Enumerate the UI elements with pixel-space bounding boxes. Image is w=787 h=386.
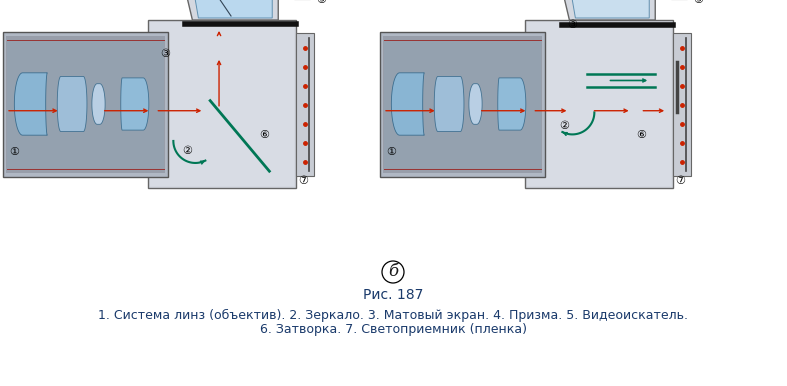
Polygon shape	[120, 78, 149, 130]
Text: ②: ②	[182, 146, 192, 156]
Text: ①: ①	[386, 147, 397, 157]
Bar	[527, 22, 671, 186]
Text: Рис. 187: Рис. 187	[363, 288, 423, 302]
Polygon shape	[179, 0, 279, 20]
Text: 6. Затворка. 7. Светоприемник (пленка): 6. Затворка. 7. Светоприемник (пленка)	[260, 323, 527, 337]
Text: ⑦: ⑦	[675, 176, 685, 186]
Text: ③: ③	[160, 49, 170, 59]
Text: ⑤: ⑤	[693, 0, 703, 5]
Bar	[150, 22, 294, 186]
Polygon shape	[92, 84, 105, 124]
Polygon shape	[469, 84, 482, 124]
Text: ⑥: ⑥	[259, 130, 269, 140]
Bar	[380, 32, 545, 176]
Polygon shape	[14, 73, 47, 135]
Polygon shape	[556, 0, 656, 20]
Bar	[148, 20, 296, 188]
Polygon shape	[567, 0, 649, 18]
Text: ③: ③	[567, 20, 578, 30]
Bar	[673, 34, 691, 176]
Polygon shape	[57, 76, 87, 132]
Polygon shape	[190, 0, 272, 18]
Text: ⑤: ⑤	[316, 0, 326, 5]
Text: ②: ②	[559, 121, 569, 131]
Text: б: б	[388, 264, 398, 281]
Bar	[6, 36, 164, 173]
Text: ①: ①	[9, 147, 20, 157]
Bar	[525, 20, 673, 188]
Bar	[382, 36, 541, 173]
Bar	[384, 41, 541, 168]
Bar	[3, 32, 168, 176]
Text: 1. Система линз (объектив). 2. Зеркало. 3. Матовый экран. 4. Призма. 5. Видеоиск: 1. Система линз (объектив). 2. Зеркало. …	[98, 308, 688, 322]
Text: ⑦: ⑦	[298, 176, 308, 186]
Bar	[7, 41, 164, 168]
Bar	[296, 34, 314, 176]
Polygon shape	[497, 78, 526, 130]
Polygon shape	[434, 76, 464, 132]
Polygon shape	[391, 73, 424, 135]
Text: ⑥: ⑥	[636, 130, 646, 140]
